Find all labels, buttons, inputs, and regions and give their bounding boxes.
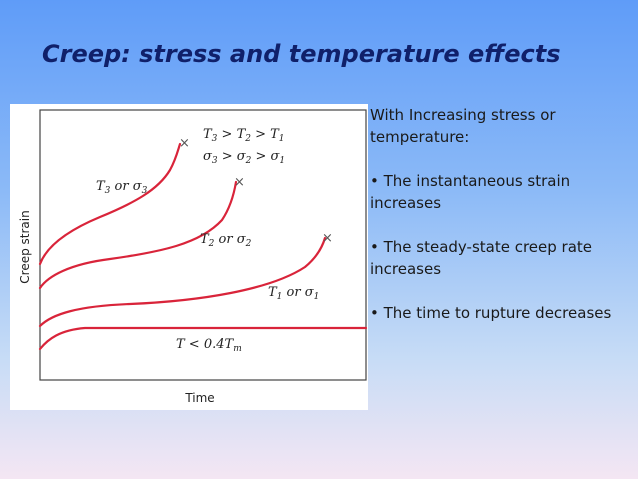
creep-diagram: Creep strain Time × × × T3 > T2 > T1 σ3 … — [18, 109, 368, 405]
bullet-creep-rate: • The steady-state creep rate increases — [370, 238, 593, 278]
curve-label-t0: T < 0.4Tm — [176, 337, 242, 354]
panel-intro: With Increasing stress or temperature: — [370, 106, 556, 146]
bullet-rupture-time: • The time to rupture decreases — [370, 304, 612, 322]
curve-t2 — [38, 180, 238, 290]
curve-t3 — [38, 142, 182, 266]
temperature-order-label: T3 > T2 > T1 — [203, 127, 285, 144]
rupture-marker-t2: × — [234, 175, 245, 190]
explanation-panel: With Increasing stress or temperature: •… — [370, 104, 625, 346]
plot-frame — [39, 109, 367, 381]
curve-group — [38, 142, 368, 351]
slide-title: Creep: stress and temperature effects — [42, 40, 561, 68]
curve-t1 — [38, 236, 327, 328]
curve-label-t1: T1 or σ1 — [268, 285, 319, 302]
curve-label-t2: T2 or σ2 — [200, 232, 252, 249]
curve-label-t3: T3 or σ3 — [96, 179, 148, 196]
y-axis-label: Creep strain — [18, 210, 32, 283]
stress-order-label: σ3 > σ2 > σ1 — [203, 149, 285, 166]
rupture-marker-t1: × — [322, 231, 333, 246]
x-axis-label: Time — [184, 391, 214, 405]
rupture-marker-t3: × — [179, 136, 190, 151]
bullet-instantaneous-strain: • The instantaneous strain increases — [370, 172, 571, 212]
curve-t0 — [38, 326, 368, 351]
creep-figure: Creep strain Time × × × T3 > T2 > T1 σ3 … — [10, 104, 368, 410]
